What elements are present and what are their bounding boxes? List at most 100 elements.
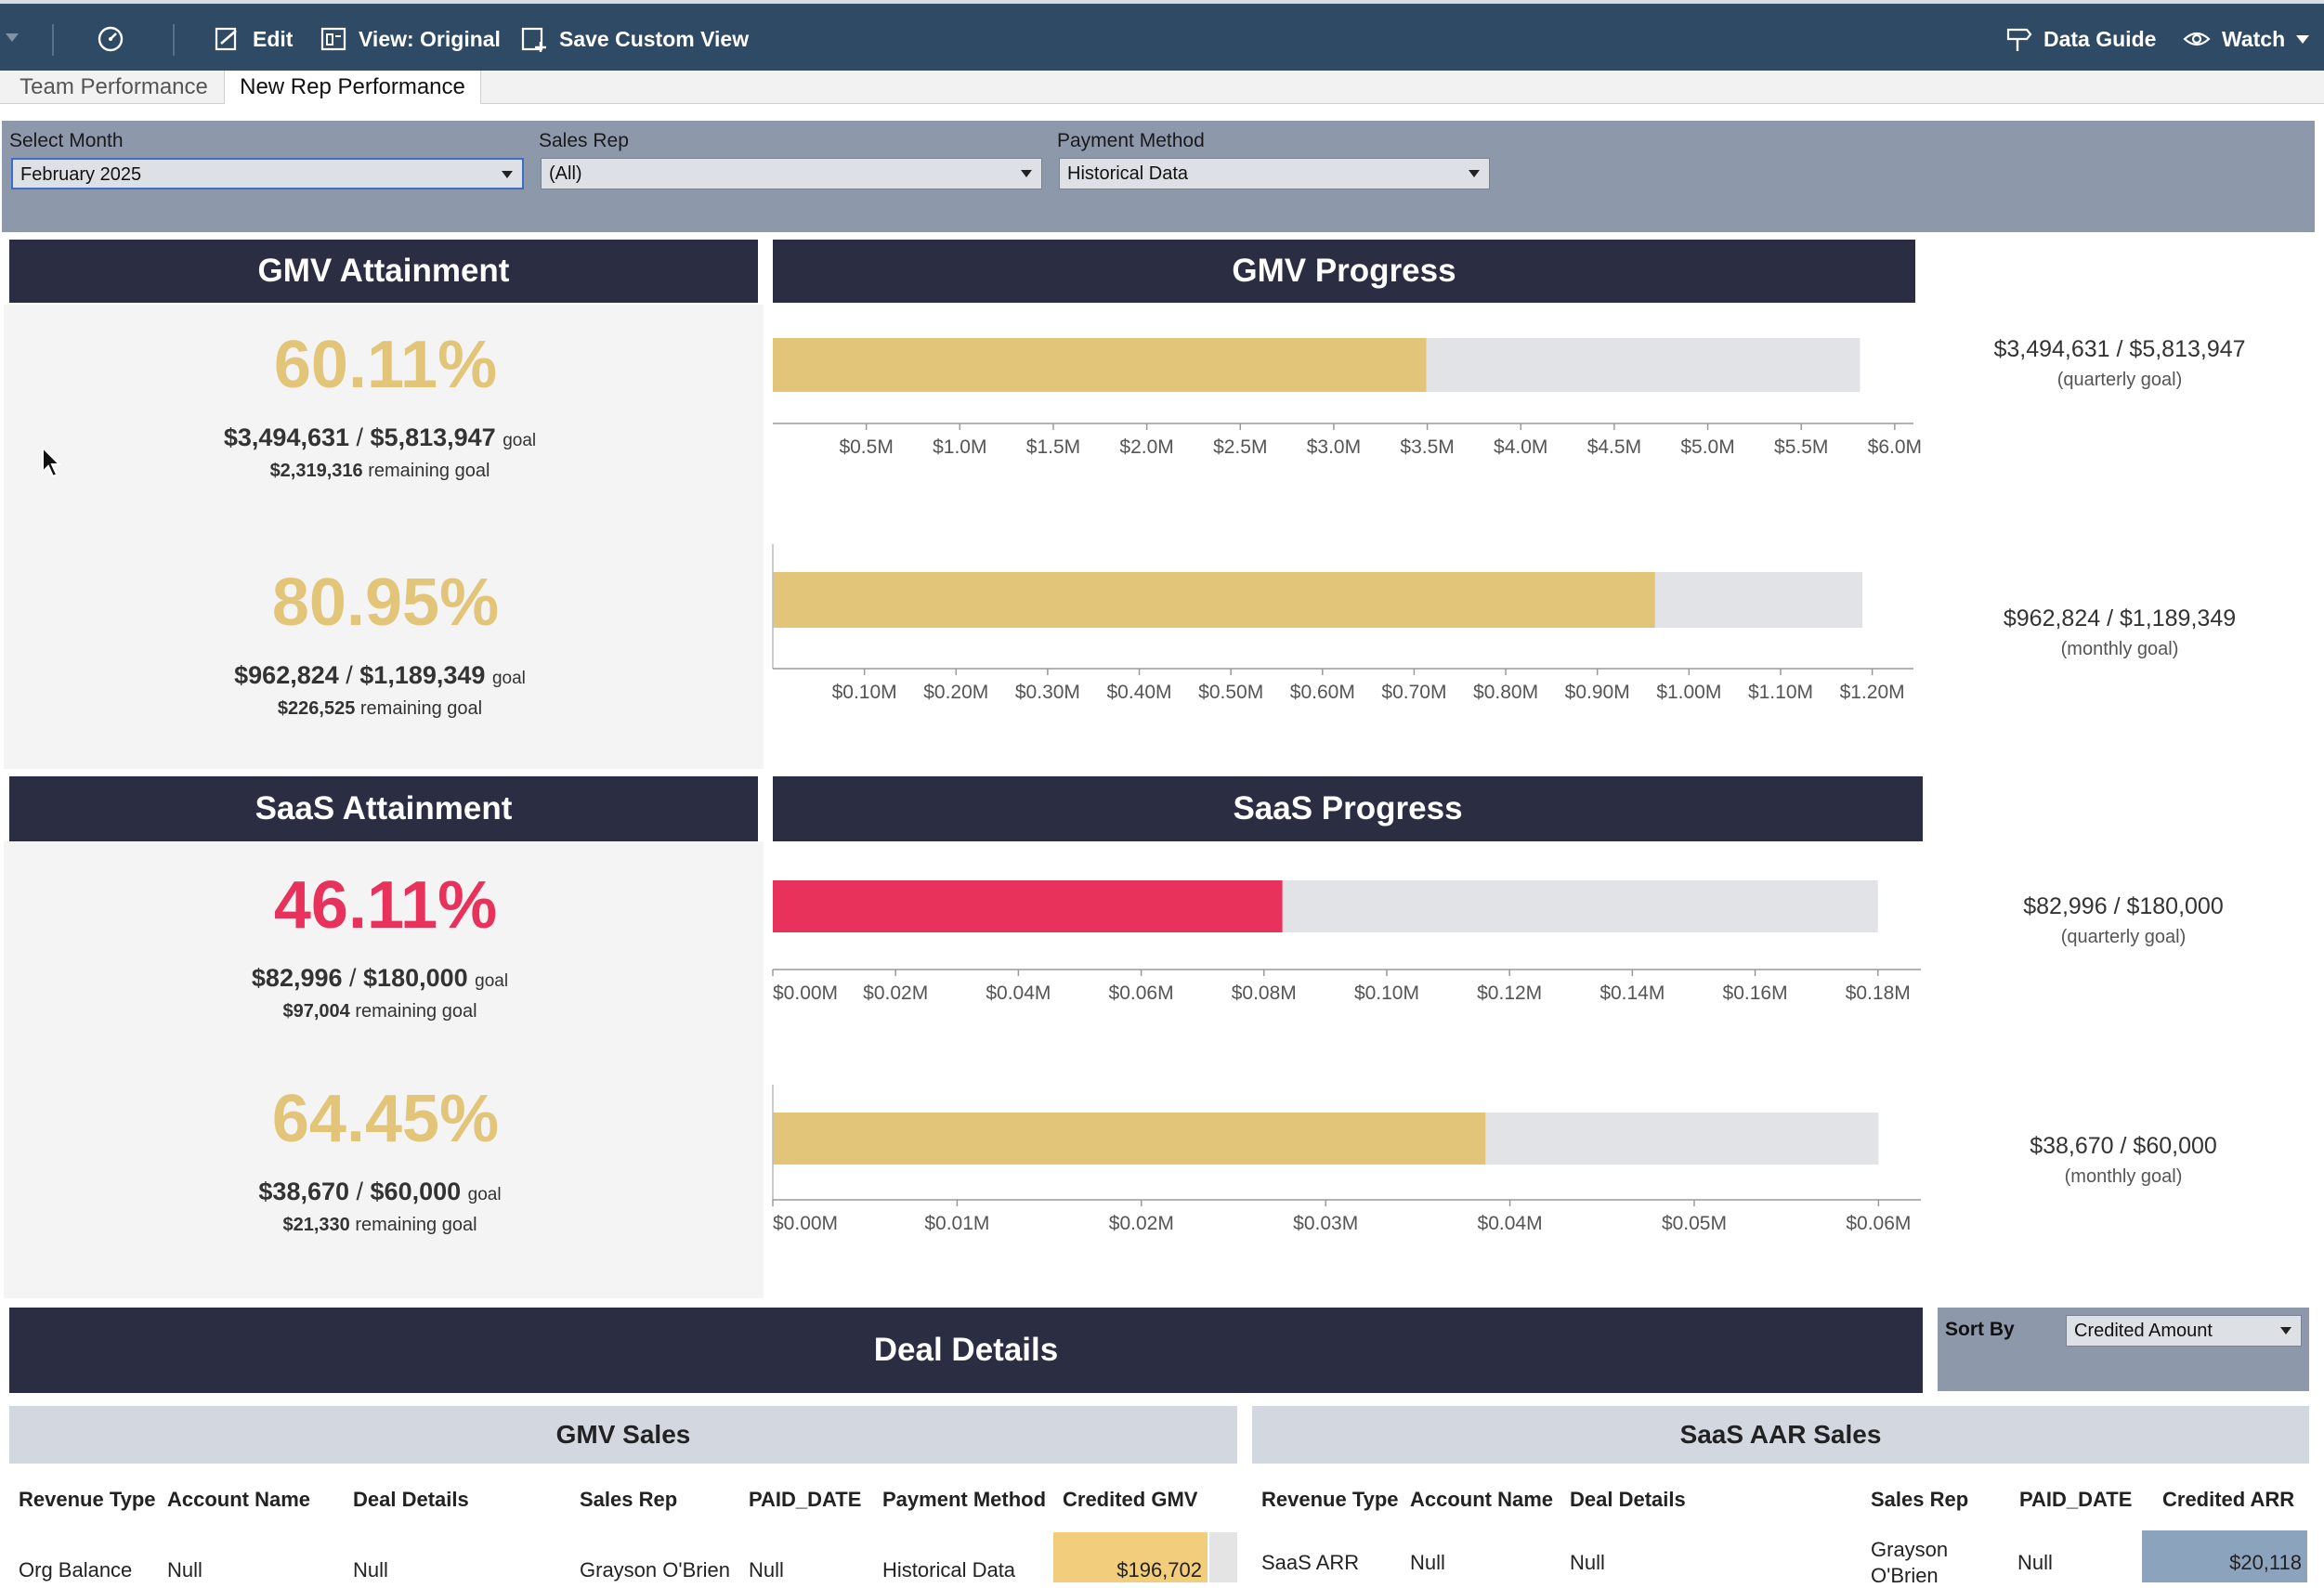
goal-word: goal bbox=[467, 1185, 502, 1204]
gmv-quarterly-percent: 60.11% bbox=[273, 328, 498, 402]
gmv-col-deal-details[interactable]: Deal Details bbox=[353, 1488, 469, 1511]
gmv-col-payment-method[interactable]: Payment Method bbox=[882, 1488, 1047, 1511]
sort-by-panel: Sort By Credited Amount bbox=[1938, 1308, 2309, 1391]
gmv-col-account-name[interactable]: Account Name bbox=[167, 1488, 311, 1511]
chevron-down-icon bbox=[2296, 34, 2310, 44]
x-tick-label: $5.0M bbox=[1680, 436, 1734, 458]
x-tick-label: $0.5M bbox=[839, 436, 893, 458]
top-toolbar: Edit View: Original Save Custom View Dat… bbox=[0, 0, 2324, 71]
deal-details-title: Deal Details bbox=[873, 1332, 1059, 1368]
watch-button[interactable]: Watch bbox=[2183, 22, 2310, 56]
tab-new-rep-performance[interactable]: New Rep Performance bbox=[225, 71, 481, 104]
saas-quarterly-side-goal: $180,000 bbox=[2126, 893, 2224, 919]
x-tick-label: $1.0M bbox=[933, 436, 986, 458]
save-view-label: Save Custom View bbox=[559, 26, 750, 51]
gmv-progress-header: GMV Progress bbox=[773, 240, 1915, 303]
gmv-col-sales-rep[interactable]: Sales Rep bbox=[580, 1488, 678, 1511]
saas-quarterly-side-value: $82,996 / $180,000 bbox=[2023, 893, 2224, 919]
gmv-col-revenue-type[interactable]: Revenue Type bbox=[19, 1488, 156, 1511]
saas-col-account-name[interactable]: Account Name bbox=[1410, 1488, 1554, 1511]
x-tick-label: $0.14M bbox=[1599, 983, 1665, 1004]
sort-by-select-value: Credited Amount bbox=[2074, 1321, 2213, 1341]
x-tick-label: $1.5M bbox=[1026, 436, 1080, 458]
gmv-attainment-panel bbox=[4, 305, 764, 769]
saas-row-paid-date: Null bbox=[2017, 1551, 2053, 1574]
saas-quarterly-side-sub: (quarterly goal) bbox=[2060, 927, 2187, 947]
goal-word: goal bbox=[503, 431, 537, 450]
month-select[interactable]: February 2025 bbox=[11, 158, 524, 189]
saas-col-sales-rep[interactable]: Sales Rep bbox=[1871, 1488, 1969, 1511]
saas-quarterly-amount: $82,996 / $180,000 goal bbox=[251, 964, 509, 992]
x-tick-label: $0.06M bbox=[1109, 983, 1174, 1004]
edit-button[interactable]: Edit bbox=[214, 22, 293, 56]
dropdown-caret-icon bbox=[1021, 170, 1032, 177]
saas-quarterly-side-actual: $82,996 bbox=[2023, 893, 2108, 919]
toolbar-divider bbox=[173, 24, 175, 56]
x-tick-label: $2.0M bbox=[1119, 436, 1173, 458]
saas-progress-header: SaaS Progress bbox=[773, 776, 1923, 841]
gmv-row-account-name: Null bbox=[167, 1558, 202, 1581]
gmv-attainment-header: GMV Attainment bbox=[9, 240, 758, 303]
goal-word: goal bbox=[491, 669, 526, 688]
saas-col-paid-date[interactable]: PAID_DATE bbox=[2019, 1488, 2133, 1511]
gmv-col-paid-date[interactable]: PAID_DATE bbox=[749, 1488, 862, 1511]
gmv-monthly-progress-chart: $0.10M $0.20M $0.30M $0.40M $0.50M $0.60M $0.7… bbox=[772, 544, 1913, 703]
saas-monthly-progress-chart: $0.00M $0.01M $0.02M $0.03M $0.04M $0.05M $0.0… bbox=[772, 1085, 1921, 1234]
saas-monthly-goal: $60,000 bbox=[370, 1178, 462, 1205]
saas-col-deal-details[interactable]: Deal Details bbox=[1570, 1488, 1686, 1511]
gmv-quarterly-goal: $5,813,947 bbox=[370, 423, 496, 451]
saas-monthly-percent: 64.45% bbox=[271, 1082, 500, 1156]
gmv-credited-cell: $196,702 bbox=[1053, 1532, 1208, 1582]
sales-rep-select-value: (All) bbox=[549, 163, 582, 184]
gmv-progress-title: GMV Progress bbox=[1232, 253, 1456, 289]
gmv-monthly-side-actual: $962,824 bbox=[2003, 605, 2101, 631]
actual-progress-bar bbox=[773, 880, 1283, 932]
saas-monthly-side-actual: $38,670 bbox=[2030, 1133, 2114, 1159]
gmv-monthly-side-sub: (monthly goal) bbox=[2060, 639, 2179, 659]
view-icon bbox=[320, 27, 346, 51]
saas-monthly-remaining: $21,330 remaining goal bbox=[4, 1215, 756, 1236]
gmv-monthly-amount: $962,824 / $1,189,349 goal bbox=[234, 661, 526, 689]
gmv-quarterly-remaining-value: $2,319,316 bbox=[269, 461, 363, 481]
gmv-quarterly-remaining: $2,319,316 remaining goal bbox=[4, 461, 756, 482]
sort-by-select[interactable]: Credited Amount bbox=[2066, 1315, 2302, 1347]
gmv-monthly-side-goal: $1,189,349 bbox=[2120, 605, 2237, 631]
gmv-col-credited-gmv[interactable]: Credited GMV bbox=[1063, 1488, 1198, 1511]
x-tick-label: $0.80M bbox=[1473, 682, 1538, 703]
collapse-arrow-icon[interactable] bbox=[6, 33, 19, 42]
saas-quarterly-remaining-value: $97,004 bbox=[282, 1001, 350, 1022]
saas-row-account-name: Null bbox=[1410, 1551, 1445, 1574]
gmv-table-scrollbar[interactable] bbox=[1209, 1532, 1237, 1582]
save-view-icon bbox=[521, 27, 546, 52]
gmv-monthly-goal: $1,189,349 bbox=[359, 661, 486, 689]
saas-monthly-remaining-value: $21,330 bbox=[282, 1215, 350, 1235]
data-guide-button[interactable]: Data Guide bbox=[2004, 22, 2156, 56]
actual-progress-bar bbox=[773, 338, 1427, 392]
saas-quarterly-progress-chart: $0.00M $0.02M $0.04M $0.06M $0.08M $0.10M $0.1… bbox=[772, 880, 1921, 1004]
saas-col-credited-arr[interactable]: Credited ARR bbox=[2162, 1488, 2295, 1511]
tab-label: Team Performance bbox=[20, 74, 208, 99]
saas-row-revenue-type: SaaS ARR bbox=[1261, 1551, 1360, 1574]
gmv-row-revenue-type: Org Balance bbox=[19, 1558, 133, 1581]
tab-team-performance[interactable]: Team Performance bbox=[4, 71, 225, 104]
month-filter-label: Select Month bbox=[9, 130, 124, 151]
dashboard-gauge-icon[interactable] bbox=[97, 22, 124, 56]
x-tick-label: $0.12M bbox=[1477, 983, 1542, 1004]
edit-label: Edit bbox=[253, 26, 294, 51]
save-custom-view-button[interactable]: Save Custom View bbox=[520, 22, 749, 56]
gmv-quarterly-side-goal: $5,813,947 bbox=[2129, 336, 2246, 362]
x-tick-label: $0.40M bbox=[1107, 682, 1172, 703]
x-tick-label: $0.20M bbox=[923, 682, 988, 703]
view-label: View: Original bbox=[359, 26, 501, 51]
eye-icon bbox=[2183, 32, 2211, 46]
filter-bar: Select Month February 2025 Sales Rep (Al… bbox=[2, 121, 2315, 232]
payment-method-select[interactable]: Historical Data bbox=[1059, 158, 1490, 189]
sales-rep-select[interactable]: (All) bbox=[541, 158, 1042, 189]
remaining-word: remaining goal bbox=[355, 1215, 477, 1235]
gmv-quarterly-progress-chart: $0.5M $1.0M $1.5M $2.0M $2.5M $3.0M $3.5M $4.0M… bbox=[773, 338, 1922, 458]
view-original-button[interactable]: View: Original bbox=[320, 22, 501, 56]
saas-monthly-side-goal: $60,000 bbox=[2133, 1133, 2217, 1159]
saas-monthly-actual: $38,670 bbox=[258, 1178, 350, 1205]
saas-row-sales-rep-last: O'Brien bbox=[1871, 1564, 1939, 1587]
saas-col-revenue-type[interactable]: Revenue Type bbox=[1261, 1488, 1399, 1511]
